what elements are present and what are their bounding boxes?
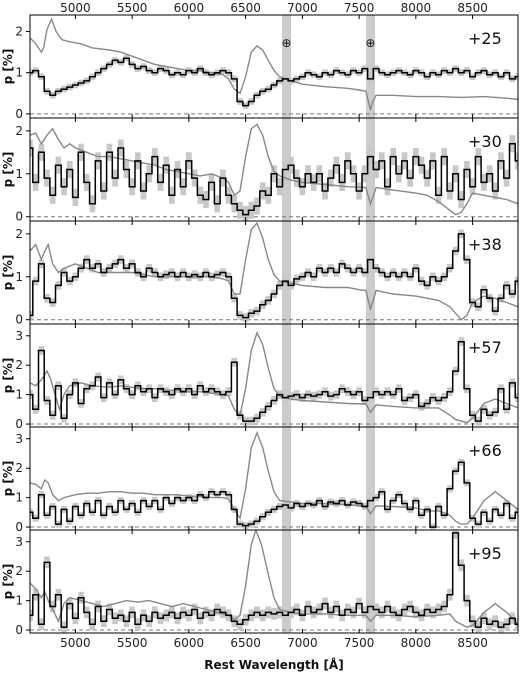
y-tick-label: 0: [15, 107, 23, 121]
telluric-band-2: [365, 221, 376, 324]
panel-frame: [29, 529, 519, 634]
panel-4: 0 1 2 3 p [%] +57: [1, 323, 519, 431]
y-tick-label: 2: [15, 564, 23, 578]
x-tick-label-bottom: 5500: [117, 636, 148, 650]
epoch-label: +57: [468, 338, 502, 357]
y-axis-title: p [%]: [1, 49, 15, 85]
panel-5: 0 1 2 3 p [%] +66: [1, 426, 519, 534]
epoch-label: +38: [468, 235, 502, 254]
panel-3: 0 1 2p [%] +38: [1, 220, 519, 327]
polarization-step-line: [30, 57, 518, 107]
x-tick-label-bottom: 5000: [60, 636, 91, 650]
telluric-band-2: [365, 324, 376, 427]
telluric-band-1: [281, 221, 292, 324]
telluric-band-1: [281, 324, 292, 427]
polarization-step-line: [30, 233, 518, 319]
x-tick-label-top: 8500: [457, 1, 488, 15]
epoch-label: +30: [468, 132, 502, 151]
y-tick-label: 1: [15, 66, 23, 80]
flux-spectrum-line: [30, 330, 518, 424]
y-tick-label: 3: [15, 535, 23, 549]
panel-plot-area: [30, 15, 518, 118]
x-tick-label-top: 5000: [60, 1, 91, 15]
y-tick-label: 2: [15, 358, 23, 372]
epoch-label: +25: [468, 29, 502, 48]
y-tick-label: 0: [15, 210, 23, 224]
y-tick-label: 2: [15, 124, 23, 138]
panel-plot-area: [30, 530, 518, 633]
x-tick-label-bottom: 7500: [344, 636, 375, 650]
y-axis-title: p [%]: [1, 255, 15, 291]
panel-plot-area: [30, 324, 518, 427]
panel-6: 0 1 2 3 p [%] +95 5000 5500 6000 6500 7000 7500 8000…: [1, 529, 519, 650]
telluric-symbol: ⊕: [281, 36, 291, 50]
polarization-step-line: [30, 461, 518, 528]
x-tick-label-top: 7500: [344, 1, 375, 15]
x-tick-label-top: 8000: [401, 1, 432, 15]
telluric-symbol: ⊕: [365, 36, 375, 50]
panel-plot-area: [30, 118, 518, 221]
y-tick-label: 2: [15, 227, 23, 241]
y-tick-label: 1: [15, 491, 23, 505]
epoch-label: +66: [468, 441, 502, 460]
y-tick-label: 1: [15, 594, 23, 608]
y-tick-label: 3: [15, 432, 23, 446]
telluric-band-2: [365, 118, 376, 221]
polarization-step-line: [30, 143, 518, 216]
flux-spectrum-line: [30, 430, 518, 525]
y-axis-title: p [%]: [1, 358, 15, 394]
y-tick-label: 0: [15, 520, 23, 534]
panel-2: 0 1 2p [%] +30: [1, 117, 519, 224]
y-axis-title: p [%]: [1, 461, 15, 497]
error-bin: [452, 530, 459, 539]
telluric-band-2: [365, 530, 376, 633]
panel-plot-area: [30, 427, 518, 530]
telluric-band-2: [365, 15, 376, 118]
panel-1: 0 1 2p [%] +25 ⊕ ⊕ 5000 5500 6000 6500 7000 7500 800…: [1, 1, 519, 121]
y-axis-title: p [%]: [1, 564, 15, 600]
polarization-step-line: [30, 340, 518, 422]
y-tick-label: 0: [15, 623, 23, 637]
x-tick-label-bottom: 8500: [457, 636, 488, 650]
x-tick-label-bottom: 6000: [174, 636, 205, 650]
flux-spectrum-line: [30, 221, 518, 321]
error-bin: [242, 205, 249, 221]
y-axis-title: p [%]: [1, 152, 15, 188]
y-tick-label: 2: [15, 24, 23, 38]
y-tick-label: 0: [15, 313, 23, 327]
telluric-band-2: [365, 427, 376, 530]
y-tick-label: 0: [15, 417, 23, 431]
x-tick-label-bottom: 6500: [230, 636, 261, 650]
telluric-band-1: [281, 15, 292, 118]
x-tick-label-top: 7000: [287, 1, 318, 15]
y-tick-label: 1: [15, 388, 23, 402]
flux-spectrum-line: [30, 17, 518, 110]
x-tick-label-bottom: 8000: [401, 636, 432, 650]
panel-plot-area: [30, 221, 518, 324]
x-tick-label-top: 5500: [117, 1, 148, 15]
polarization-step-line: [30, 532, 518, 628]
x-axis-title: Rest Wavelength [Å]: [204, 657, 343, 672]
y-tick-label: 2: [15, 461, 23, 475]
flux-spectrum-line: [30, 530, 518, 628]
flux-spectrum-line: [30, 123, 518, 216]
y-tick-label: 3: [15, 329, 23, 343]
telluric-band-1: [281, 427, 292, 530]
epoch-label: +95: [468, 544, 502, 563]
x-tick-label-top: 6000: [174, 1, 205, 15]
x-tick-label-top: 6500: [230, 1, 261, 15]
x-tick-label-bottom: 7000: [287, 636, 318, 650]
telluric-band-1: [281, 530, 292, 633]
y-tick-label: 1: [15, 270, 23, 284]
y-tick-label: 1: [15, 167, 23, 181]
